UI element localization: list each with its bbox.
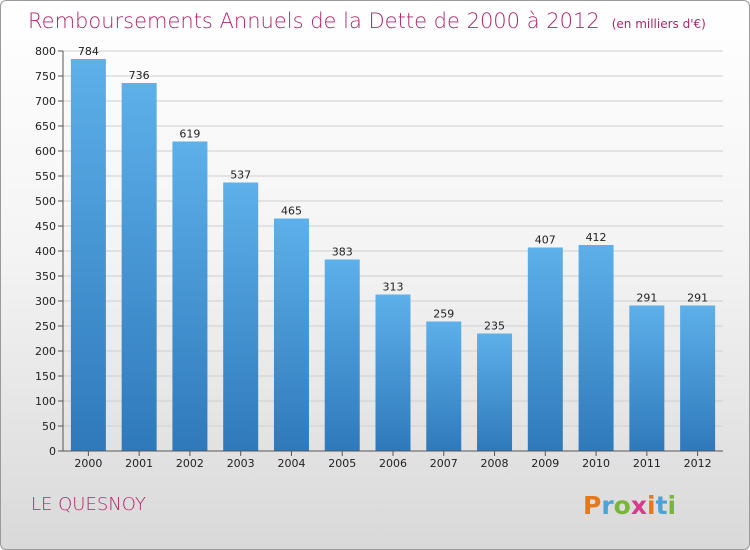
value-label-2005: 383 xyxy=(332,246,353,259)
axes: 0 50 100 150 200 250 300 350 400 450 500 550 600 650 7… xyxy=(35,45,723,470)
y-tick-label: 700 xyxy=(35,95,56,108)
value-label-2012: 291 xyxy=(687,292,708,305)
x-tick-label-2006: 2006 xyxy=(379,457,407,470)
y-tick-label: 500 xyxy=(35,195,56,208)
x-tick-label-2000: 2000 xyxy=(74,457,102,470)
bar-2003 xyxy=(223,182,259,451)
x-tick-label-2005: 2005 xyxy=(328,457,356,470)
proxiti-logo[interactable]: Proxiti xyxy=(583,491,677,520)
y-tick-label: 300 xyxy=(35,295,56,308)
x-tick-label-2011: 2011 xyxy=(633,457,661,470)
y-tick-label: 550 xyxy=(35,170,56,183)
value-label-2000: 784 xyxy=(78,45,99,58)
y-tick-label: 150 xyxy=(35,370,56,383)
x-tick-label-2009: 2009 xyxy=(531,457,559,470)
y-tick-label: 750 xyxy=(35,70,56,83)
x-tick-label-2012: 2012 xyxy=(684,457,712,470)
x-tick-label-2004: 2004 xyxy=(277,457,305,470)
x-tick-label-2001: 2001 xyxy=(125,457,153,470)
y-tick-label: 800 xyxy=(35,45,56,58)
value-label-2011: 291 xyxy=(636,292,657,305)
value-label-2008: 235 xyxy=(484,320,505,333)
chart-title-text: Remboursements Annuels de la Dette de 20… xyxy=(28,9,600,33)
y-tick-label: 0 xyxy=(49,445,56,458)
chart-title: Remboursements Annuels de la Dette de 20… xyxy=(28,9,706,33)
value-label-2009: 407 xyxy=(535,234,556,247)
value-label-2001: 736 xyxy=(129,69,150,82)
bar-2011 xyxy=(629,305,665,451)
y-tick-label: 450 xyxy=(35,220,56,233)
location-name: LE QUESNOY xyxy=(31,494,146,515)
bar-2009 xyxy=(527,247,563,451)
bar-2000 xyxy=(70,59,106,451)
y-tick-label: 600 xyxy=(35,145,56,158)
x-tick-label-2007: 2007 xyxy=(430,457,458,470)
y-tick-label: 650 xyxy=(35,120,56,133)
y-tick-label: 50 xyxy=(42,420,56,433)
value-label-2003: 537 xyxy=(230,169,251,182)
bar-2006 xyxy=(375,294,411,451)
y-tick-label: 100 xyxy=(35,395,56,408)
bar-2002 xyxy=(172,141,208,451)
bars: 784 736 619 537 465 383 313 259 235 407 412 291 291 xyxy=(70,45,716,451)
y-tick-label: 400 xyxy=(35,245,56,258)
bar-2005 xyxy=(324,259,360,451)
bar-2001 xyxy=(121,83,157,451)
bar-2008 xyxy=(477,333,513,451)
value-label-2007: 259 xyxy=(433,308,454,321)
x-tick-label-2010: 2010 xyxy=(582,457,610,470)
bar-2007 xyxy=(426,321,462,451)
value-label-2006: 313 xyxy=(383,281,404,294)
value-label-2010: 412 xyxy=(586,231,607,244)
y-tick-label: 200 xyxy=(35,345,56,358)
y-tick-label: 250 xyxy=(35,320,56,333)
bar-2012 xyxy=(680,305,716,451)
value-label-2004: 465 xyxy=(281,205,302,218)
x-tick-label-2003: 2003 xyxy=(227,457,255,470)
x-tick-label-2008: 2008 xyxy=(481,457,509,470)
value-label-2002: 619 xyxy=(179,128,200,141)
bar-2004 xyxy=(273,218,309,451)
chart-unit: (en milliers d'€) xyxy=(611,17,706,31)
x-tick-label-2002: 2002 xyxy=(176,457,204,470)
bar-2010 xyxy=(578,245,614,451)
y-tick-label: 350 xyxy=(35,270,56,283)
